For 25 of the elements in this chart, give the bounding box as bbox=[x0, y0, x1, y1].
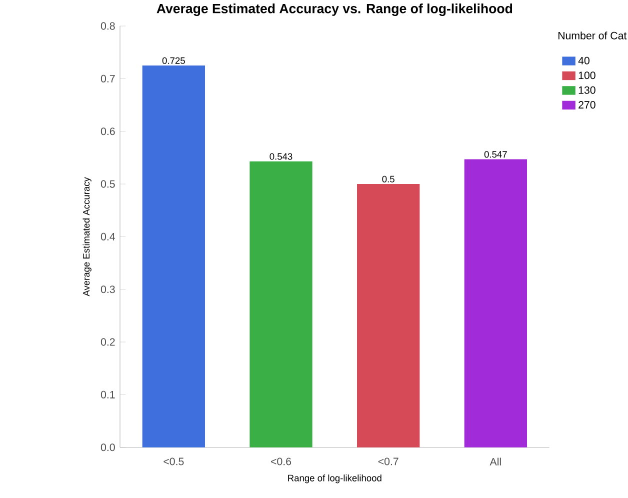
y-tick-label: 0.7 bbox=[100, 74, 115, 82]
legend-label: 40 bbox=[578, 56, 590, 64]
y-tick-label: 0.5 bbox=[100, 180, 115, 188]
y-tick-label: 0.6 bbox=[100, 128, 115, 136]
data-label: 0.543 bbox=[270, 153, 292, 160]
x-tick-label: All bbox=[490, 458, 501, 466]
data-label: 0.725 bbox=[162, 57, 185, 64]
y-tick-label: 0.1 bbox=[100, 390, 115, 398]
y-axis-title: Average Estimated Accuracy bbox=[82, 177, 92, 296]
data-label: 0.5 bbox=[382, 176, 394, 182]
x-tick-label: <0.5 bbox=[164, 458, 184, 466]
legend-title: Number of Cat bbox=[558, 32, 627, 40]
chart-title: Average Estimated Accuracy vs. Range of log-likelihood bbox=[156, 4, 512, 16]
legend-label: 100 bbox=[578, 72, 596, 80]
legend-label: 270 bbox=[578, 101, 596, 109]
x-axis-title: Range of log-likelihood bbox=[288, 474, 382, 484]
y-tick-label: 0.2 bbox=[100, 338, 115, 346]
x-tick-label: <0.7 bbox=[378, 458, 398, 466]
y-tick-label: 0.0 bbox=[100, 444, 115, 452]
x-tick-label: <0.6 bbox=[271, 458, 292, 466]
data-label: 0.547 bbox=[484, 151, 507, 158]
legend-label: 130 bbox=[578, 86, 596, 94]
y-tick-label: 0.3 bbox=[100, 286, 115, 294]
y-tick-label: 0.8 bbox=[100, 22, 115, 30]
y-tick-label: 0.4 bbox=[100, 232, 115, 240]
